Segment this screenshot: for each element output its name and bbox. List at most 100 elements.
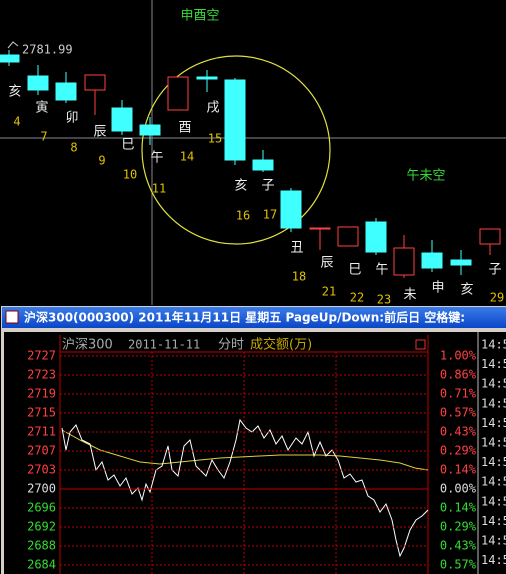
candle-body bbox=[479, 228, 501, 245]
day-label: 22 bbox=[350, 291, 364, 305]
price-line bbox=[61, 418, 429, 558]
price-tick: 2703 bbox=[27, 463, 56, 477]
day-label: 4 bbox=[13, 115, 20, 129]
branch-label: 亥 bbox=[460, 283, 473, 298]
price-label: 2781.99 bbox=[22, 43, 73, 57]
candle-body bbox=[111, 107, 133, 132]
candle-body bbox=[0, 54, 20, 63]
pct-tick: 0.29% bbox=[440, 520, 477, 534]
candle-body bbox=[139, 124, 161, 136]
candle-body bbox=[55, 82, 77, 101]
branch-label: 辰 bbox=[93, 125, 106, 140]
candle-body bbox=[365, 221, 387, 253]
day-label: 8 bbox=[70, 141, 77, 155]
time-label: 14:5 bbox=[481, 377, 506, 391]
day-label: 14 bbox=[180, 150, 194, 164]
branch-label: 巳 bbox=[121, 138, 134, 153]
chart-area bbox=[4, 332, 506, 574]
branch-label: 酉 bbox=[178, 121, 191, 136]
day-label: 18 bbox=[292, 270, 306, 284]
day-label: 7 bbox=[40, 130, 47, 144]
branch-label: 午 bbox=[150, 151, 163, 166]
time-label: 14:5 bbox=[481, 455, 506, 469]
time-label: 14:5 bbox=[481, 416, 506, 430]
day-label: 23 bbox=[377, 293, 391, 307]
pct-tick: 0.86% bbox=[440, 368, 477, 382]
candle-body bbox=[252, 159, 274, 171]
panel-icon bbox=[415, 339, 426, 350]
pct-tick: 0.14% bbox=[440, 501, 477, 515]
branch-label: 午 bbox=[375, 263, 388, 278]
candle-body bbox=[337, 226, 359, 247]
day-label: 10 bbox=[123, 168, 137, 182]
candle-body bbox=[167, 76, 189, 111]
branch-label: 亥 bbox=[234, 179, 247, 194]
branch-label: 寅 bbox=[35, 100, 48, 116]
intraday-window: 沪深300(000300) 2011年11月11日 星期五 PageUp/Dow… bbox=[1, 306, 506, 574]
header-name: 沪深300 bbox=[62, 337, 113, 353]
price-tick: 2696 bbox=[27, 501, 56, 515]
candle-body bbox=[393, 247, 415, 276]
pct-tick: 0.57% bbox=[440, 406, 477, 420]
day-label: 9 bbox=[98, 154, 105, 168]
branch-label: 子 bbox=[488, 263, 501, 278]
price-tick: 2688 bbox=[27, 539, 56, 553]
day-label: 29 bbox=[490, 291, 504, 305]
branch-label: 丑 bbox=[290, 241, 303, 256]
branch-label: 子 bbox=[261, 179, 274, 194]
price-tick: 2684 bbox=[27, 558, 56, 572]
pct-tick: 0.57% bbox=[440, 558, 477, 572]
time-label: 14:5 bbox=[481, 553, 506, 567]
price-tick: 2727 bbox=[27, 349, 56, 363]
candle-body bbox=[421, 252, 443, 269]
price-tick: 2719 bbox=[27, 387, 56, 401]
day-label: 17 bbox=[263, 208, 277, 222]
branch-label: 未 bbox=[403, 288, 416, 303]
price-tick: 2711 bbox=[27, 425, 56, 439]
branch-label: 巳 bbox=[348, 263, 361, 278]
branch-label: 卯 bbox=[65, 111, 78, 126]
title-bar bbox=[2, 307, 506, 328]
header-date: 2011-11-11 bbox=[128, 338, 200, 352]
branch-label: 辰 bbox=[320, 256, 333, 271]
day-label: 21 bbox=[322, 285, 336, 299]
candle-body bbox=[196, 76, 218, 80]
candle-body bbox=[224, 79, 246, 161]
price-tick: 2692 bbox=[27, 520, 56, 534]
price-tick: 2723 bbox=[27, 368, 56, 382]
time-label: 14:5 bbox=[481, 475, 506, 489]
header-mode: 分时 bbox=[218, 338, 244, 353]
day-label: 16 bbox=[236, 209, 250, 223]
price-marker bbox=[7, 41, 19, 49]
window-title: 沪深300(000300) 2011年11月11日 星期五 PageUp/Dow… bbox=[24, 310, 465, 325]
price-tick: 2707 bbox=[27, 444, 56, 458]
day-label: 11 bbox=[152, 182, 166, 196]
time-label: 14:5 bbox=[481, 494, 506, 508]
pct-tick: 1.00% bbox=[440, 349, 477, 363]
price-tick: 2700 bbox=[27, 482, 56, 496]
pct-tick: 0.00% bbox=[440, 482, 477, 496]
time-label: 14:5 bbox=[481, 514, 506, 528]
time-label: 14:5 bbox=[481, 396, 506, 410]
time-label: 14:5 bbox=[481, 338, 506, 352]
pct-tick: 0.29% bbox=[440, 444, 477, 458]
time-label: 14:5 bbox=[481, 534, 506, 548]
average-line bbox=[61, 429, 429, 471]
time-label: 14:5 bbox=[481, 436, 506, 450]
candle-body bbox=[309, 227, 331, 230]
highlight-circle bbox=[141, 55, 331, 245]
pct-tick: 0.71% bbox=[440, 387, 477, 401]
pct-tick: 0.43% bbox=[440, 539, 477, 553]
annotation: 午未空 bbox=[406, 169, 445, 184]
candle-body bbox=[84, 74, 106, 91]
time-label: 14:5 bbox=[481, 357, 506, 371]
window-icon bbox=[5, 310, 19, 324]
branch-label: 亥 bbox=[8, 85, 21, 100]
kline-panel: 2781.99 申酉空 午未空 亥 4 寅 7 卯 8 辰 9 巳 10 午 11 酉 14 戌 15 亥 16 子… bbox=[0, 0, 506, 307]
branch-label: 戌 bbox=[206, 101, 219, 116]
day-label: 15 bbox=[208, 132, 222, 146]
branch-label: 申 bbox=[431, 281, 444, 296]
header-volume: 成交额(万) bbox=[250, 337, 312, 353]
annotation: 申酉空 bbox=[180, 9, 219, 24]
